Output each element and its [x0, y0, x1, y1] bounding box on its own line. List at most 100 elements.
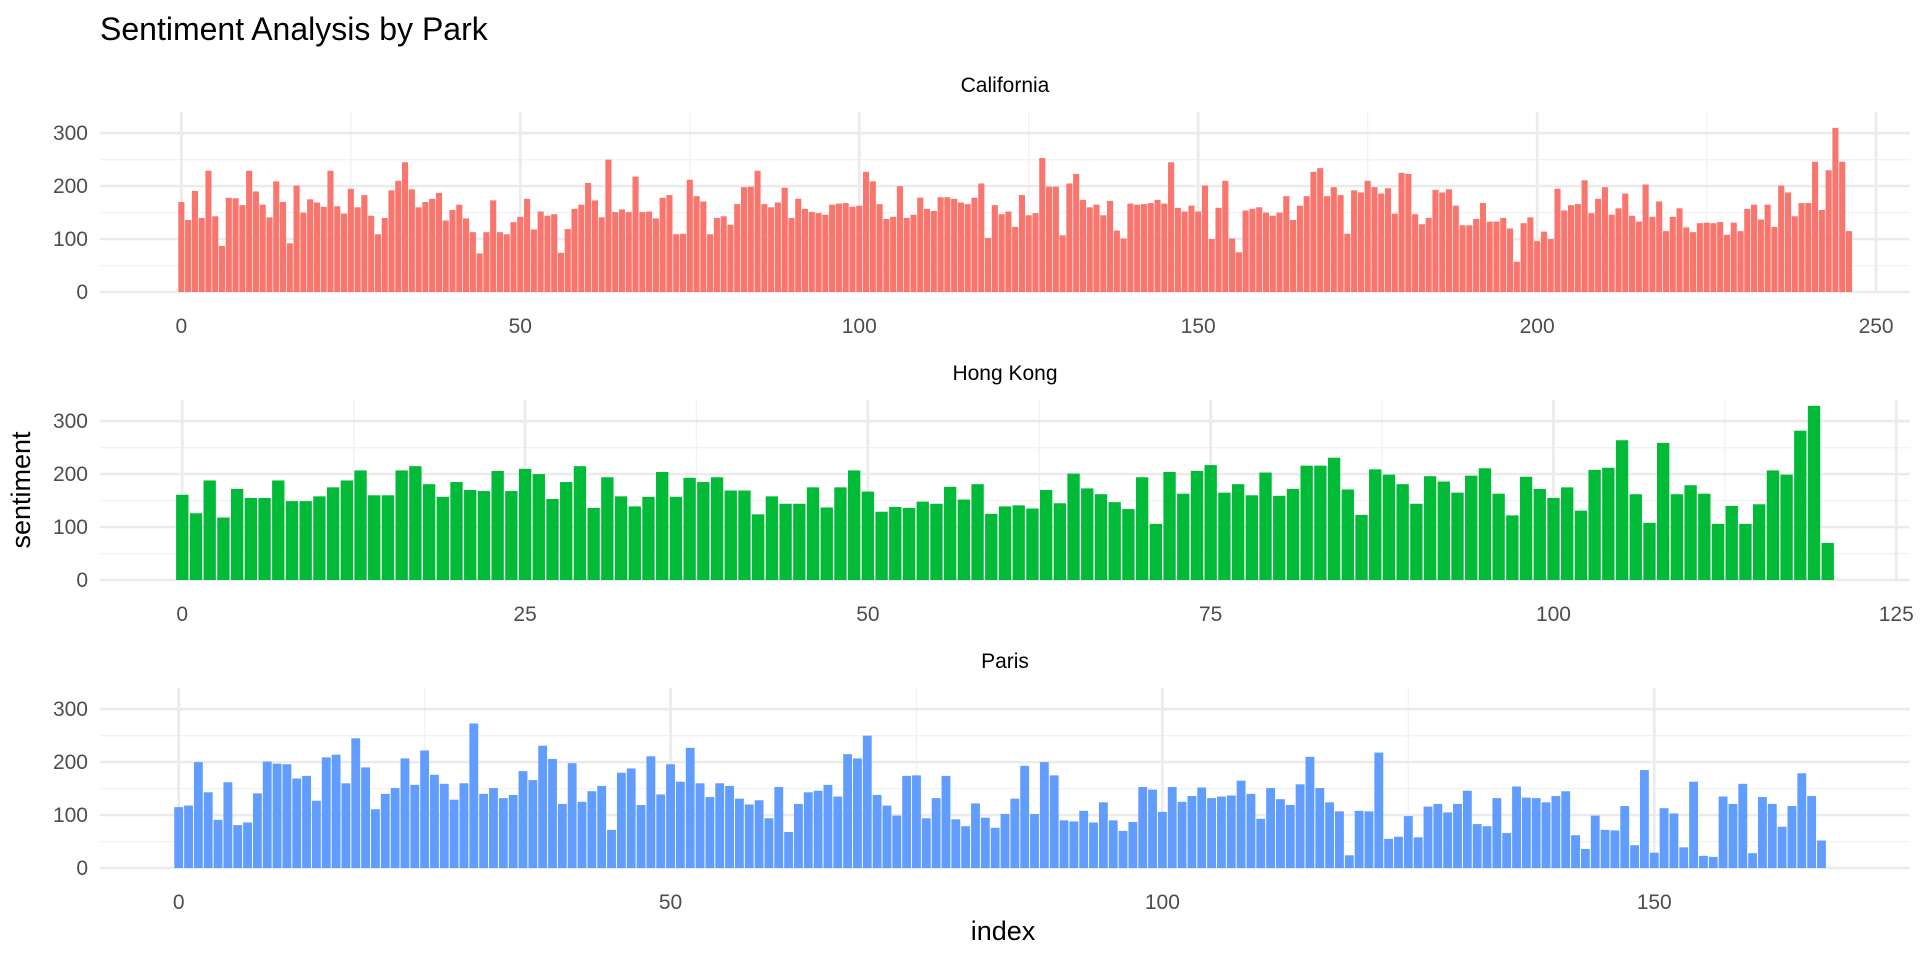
bar-paris	[1462, 790, 1472, 868]
bar-hong-kong	[354, 470, 367, 580]
bar-california	[747, 186, 754, 292]
bar-paris	[656, 794, 666, 868]
bar-hong-kong	[1300, 465, 1313, 580]
bar-california	[212, 216, 219, 292]
bar-paris	[705, 797, 715, 868]
bar-paris	[1758, 797, 1767, 868]
bar-hong-kong	[1231, 484, 1245, 580]
x-tick-label: 150	[1181, 315, 1216, 338]
bar-california	[686, 179, 693, 292]
bar-paris	[823, 784, 833, 868]
y-tick-label: 0	[76, 857, 88, 880]
panel-paris: Paris 0 100 200 300 0 50 100 150	[53, 650, 1910, 914]
bar-paris	[1266, 788, 1276, 868]
bar-paris	[577, 801, 587, 868]
bar-california	[1140, 204, 1148, 292]
bar-california	[1012, 226, 1019, 292]
bar-california	[490, 200, 497, 292]
bar-paris	[1098, 802, 1108, 868]
y-tick-label: 300	[53, 698, 88, 721]
bar-california	[1059, 235, 1066, 292]
bar-california	[740, 187, 748, 292]
bar-paris	[1157, 811, 1167, 868]
bar-california	[835, 203, 842, 292]
x-tick-label: 100	[1145, 891, 1180, 914]
bar-california	[1296, 205, 1303, 292]
bar-paris	[302, 775, 311, 868]
bar-paris	[1108, 820, 1118, 868]
bar-paris	[1738, 783, 1748, 868]
bar-california	[395, 180, 402, 292]
bar-paris	[1000, 814, 1010, 868]
panel-california: California 0 100 200 300 0 50 100 150 200 250	[53, 74, 1910, 338]
bar-california	[801, 208, 809, 292]
bar-paris	[1216, 796, 1226, 868]
bar-paris	[1285, 805, 1295, 868]
bar-hong-kong	[1574, 510, 1588, 580]
bar-paris	[243, 822, 252, 868]
bar-california	[883, 218, 890, 292]
bar-california	[985, 238, 992, 292]
bar-paris	[1167, 787, 1177, 868]
bar-paris	[1069, 821, 1079, 868]
bar-hong-kong	[1670, 494, 1684, 580]
bar-hong-kong	[1643, 522, 1656, 580]
bar-california	[1832, 127, 1839, 292]
bar-california	[1046, 186, 1053, 292]
bar-california	[585, 182, 592, 292]
x-tick-label: 0	[173, 891, 185, 914]
bar-paris	[508, 794, 518, 868]
bar-california	[1473, 218, 1480, 292]
bar-paris	[1531, 798, 1541, 868]
bar-california	[1608, 214, 1615, 292]
bar-california	[646, 211, 653, 292]
bar-paris	[616, 772, 626, 868]
bar-hong-kong	[1053, 503, 1067, 580]
bar-hong-kong	[587, 508, 600, 580]
bar-hong-kong	[697, 482, 710, 580]
bar-california	[788, 217, 795, 292]
bar-california	[551, 214, 558, 292]
bar-hong-kong	[930, 503, 943, 580]
bar-california	[1242, 210, 1249, 292]
bar-hong-kong	[861, 491, 875, 580]
bar-paris	[1413, 837, 1423, 868]
bar-paris	[469, 723, 479, 868]
bar-paris	[1689, 781, 1699, 868]
bar-california	[476, 253, 483, 292]
bar-paris	[1502, 833, 1512, 868]
bar-hong-kong	[806, 487, 820, 580]
bar-california	[1534, 241, 1541, 292]
bar-california	[829, 204, 836, 292]
bar-paris	[1639, 770, 1649, 868]
bar-paris	[872, 794, 882, 868]
bar-hong-kong	[628, 506, 641, 580]
bar-hong-kong	[1533, 488, 1546, 580]
bar-california	[1554, 188, 1561, 292]
bar-california	[456, 204, 463, 292]
bar-california	[890, 216, 897, 292]
bar-california	[910, 214, 917, 292]
bar-hong-kong	[573, 466, 587, 580]
bar-hong-kong	[272, 480, 285, 580]
bar-california	[1337, 195, 1344, 292]
y-tick-label: 0	[76, 569, 88, 592]
bar-california	[374, 234, 381, 292]
bar-hong-kong	[258, 497, 271, 580]
bar-paris	[1089, 822, 1098, 868]
bar-california	[1005, 211, 1012, 292]
bar-california	[1615, 208, 1622, 292]
bar-paris	[734, 798, 744, 868]
bar-california	[1561, 210, 1568, 292]
bar-paris	[1630, 845, 1639, 868]
bar-paris	[567, 763, 577, 868]
bar-hong-kong	[422, 484, 436, 580]
bar-california	[1323, 196, 1331, 292]
bar-hong-kong	[230, 488, 244, 580]
bar-paris	[1049, 775, 1059, 868]
bar-paris	[1521, 797, 1531, 868]
bar-paris	[1354, 810, 1364, 868]
bar-california	[1378, 193, 1385, 292]
bar-california	[1147, 203, 1154, 292]
bar-california	[679, 233, 687, 292]
